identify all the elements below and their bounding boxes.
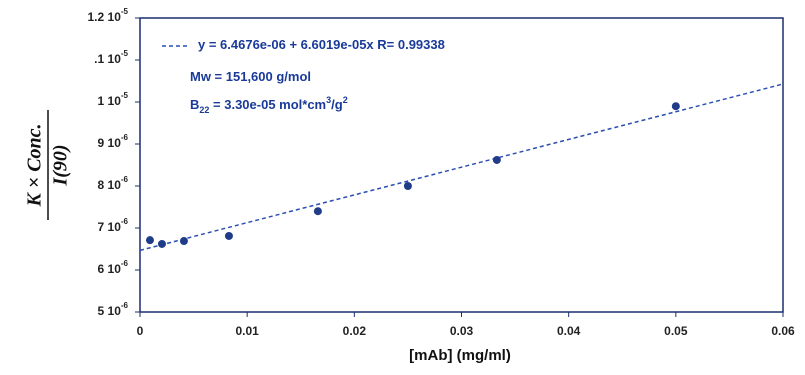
y-tick-label: 5 10-6 <box>98 301 129 318</box>
x-tick-label: 0.01 <box>235 324 259 338</box>
annotation-part: 3 <box>326 95 331 105</box>
fit-line <box>139 83 784 252</box>
annotation: y = 6.4676e-06 + 6.6019e-05x R= 0.99338 <box>198 37 445 52</box>
y-tick-mantissa: 1.2 10 <box>88 10 122 24</box>
y-tick-exponent: -6 <box>121 175 129 184</box>
x-tick-label: 0.05 <box>664 324 688 338</box>
y-tick-exponent: -5 <box>121 7 129 16</box>
y-tick-mantissa: .1 10 <box>94 52 121 66</box>
y-tick-mantissa: 6 10 <box>98 262 122 276</box>
data-point <box>145 236 154 245</box>
annotation-part: /g <box>331 97 343 112</box>
y-tick-exponent: -5 <box>121 91 129 100</box>
data-point <box>224 231 233 240</box>
x-tick-label: 0 <box>137 324 144 338</box>
y-tick-label: 1 10-5 <box>98 91 129 108</box>
y-tick-mantissa: 5 10 <box>98 304 122 318</box>
y-label-numerator: K × Conc. <box>24 123 46 207</box>
annotation-part: y = 6.4676e-06 + 6.6019e-05x R= 0.99338 <box>198 37 445 52</box>
y-tick-exponent: -5 <box>121 49 129 58</box>
annotation-part: = 3.30e-05 mol*cm <box>209 97 326 112</box>
annotation-part: Mw = 151,600 g/mol <box>190 69 311 84</box>
data-point <box>313 207 322 216</box>
x-axis-label: [mAb] (mg/ml) <box>409 347 511 364</box>
plot-frame <box>139 17 784 313</box>
annotation-part: B <box>190 97 199 112</box>
y-label-denominator: I(90) <box>50 144 72 186</box>
y-tick-label: .1 10-5 <box>94 49 128 66</box>
data-point <box>403 182 412 190</box>
x-tick-label: 0.03 <box>450 324 474 338</box>
y-tick-label: 9 10-6 <box>98 133 129 150</box>
x-tick-label: 0.04 <box>557 324 581 338</box>
y-tick-mantissa: 9 10 <box>98 136 122 150</box>
y-tick-label: 1.2 10-5 <box>88 7 129 24</box>
y-tick-mantissa: 1 10 <box>98 94 122 108</box>
annotation: B22 = 3.30e-05 mol*cm3/g2 <box>190 95 348 115</box>
annotation-part: 22 <box>199 105 209 115</box>
y-tick-exponent: -6 <box>121 133 129 142</box>
y-tick-label: 6 10-6 <box>98 259 129 276</box>
data-point <box>157 239 166 248</box>
y-tick-label: 7 10-6 <box>98 217 129 234</box>
data-point <box>492 155 501 164</box>
annotation: Mw = 151,600 g/mol <box>190 69 311 84</box>
y-tick-label: 8 10-6 <box>98 175 129 192</box>
y-tick-mantissa: 7 10 <box>98 220 122 234</box>
y-tick-exponent: -6 <box>121 301 129 310</box>
y-axis-label: K × Conc. I(90) <box>24 110 72 220</box>
x-tick-label: 0.06 <box>771 324 795 338</box>
y-tick-exponent: -6 <box>121 217 129 226</box>
data-point <box>671 102 680 111</box>
data-point <box>179 237 188 246</box>
x-tick-label: 0.02 <box>343 324 367 338</box>
annotation-part: 2 <box>343 95 348 105</box>
y-tick-mantissa: 8 10 <box>98 178 122 192</box>
y-tick-exponent: -6 <box>121 259 129 268</box>
